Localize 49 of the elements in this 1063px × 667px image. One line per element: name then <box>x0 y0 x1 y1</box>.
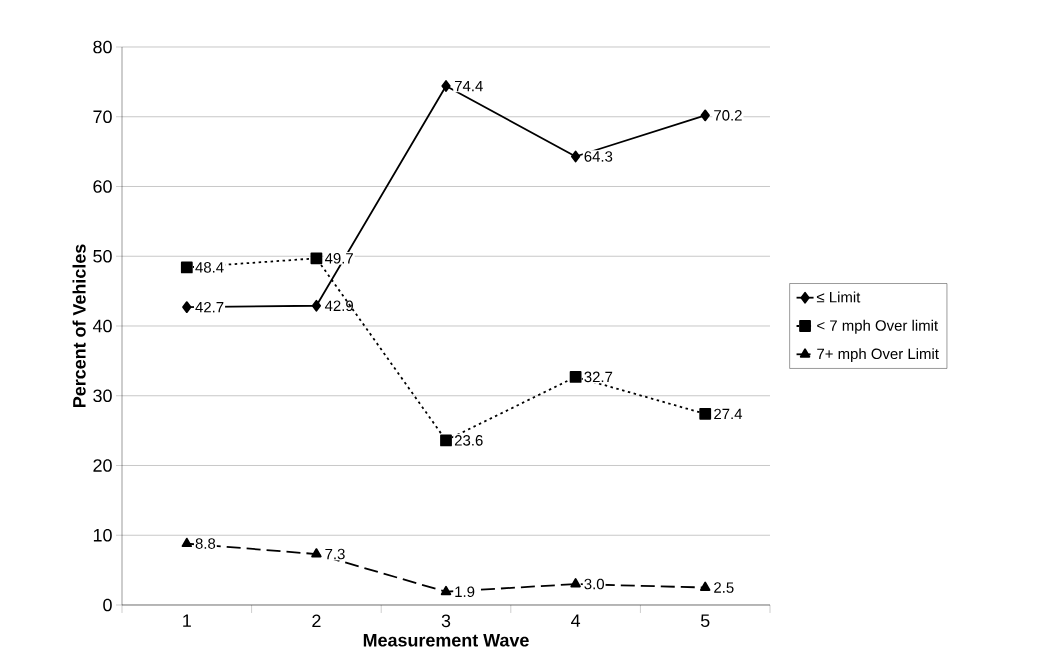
data-label: 64.3 <box>584 151 613 162</box>
y-tick-label: 60 <box>93 180 112 193</box>
x-tick-label: 3 <box>441 614 451 628</box>
legend-label: 7+ mph Over Limit <box>817 348 939 363</box>
point <box>311 548 322 558</box>
data-label: 42.9 <box>324 300 353 312</box>
data-label: 7.3 <box>325 548 345 560</box>
data-label: 49.7 <box>324 253 353 264</box>
data-label: 1.9 <box>455 586 475 598</box>
legend-label: < 7 mph Over limit <box>817 319 938 334</box>
data-label: 8.8 <box>195 538 216 549</box>
y-tick-label: 30 <box>93 389 112 403</box>
x-tick-label: 5 <box>700 614 710 628</box>
point <box>310 252 323 265</box>
point <box>180 261 193 274</box>
data-label: 32.7 <box>584 371 613 383</box>
data-label: 74.4 <box>454 80 483 92</box>
x-tick-label: 2 <box>312 614 321 628</box>
legend-label: ≤ Limit <box>816 291 861 303</box>
point <box>181 537 193 547</box>
y-tick-label: 40 <box>92 319 112 333</box>
point <box>570 578 581 588</box>
point <box>440 434 452 447</box>
x-tick-label: 4 <box>571 614 581 627</box>
point <box>182 301 192 314</box>
point <box>699 407 712 420</box>
point <box>570 150 581 163</box>
data-label: 42.7 <box>195 301 224 313</box>
data-label: 27.4 <box>714 408 743 420</box>
y-tick-label: 20 <box>93 459 112 472</box>
point <box>441 80 451 92</box>
point <box>699 581 711 591</box>
point <box>569 371 582 383</box>
x-tick-label: 1 <box>183 614 191 627</box>
y-tick-label: 70 <box>93 110 112 124</box>
data-label: 70.2 <box>714 110 742 121</box>
y-tick-label: 10 <box>93 528 112 542</box>
x-axis-title: Measurement Wave <box>363 634 529 647</box>
y-tick-label: 0 <box>103 598 112 612</box>
data-label: 48.4 <box>195 262 224 273</box>
point <box>700 109 710 122</box>
point <box>440 585 452 596</box>
data-label: 23.6 <box>454 435 483 446</box>
y-tick-label: 80 <box>93 40 112 54</box>
y-tick-label: 50 <box>93 249 112 263</box>
data-label: 3.0 <box>584 578 604 590</box>
y-axis-title: Percent of Vehicles <box>72 244 86 408</box>
data-label: 2.5 <box>714 582 734 593</box>
point <box>311 299 322 312</box>
